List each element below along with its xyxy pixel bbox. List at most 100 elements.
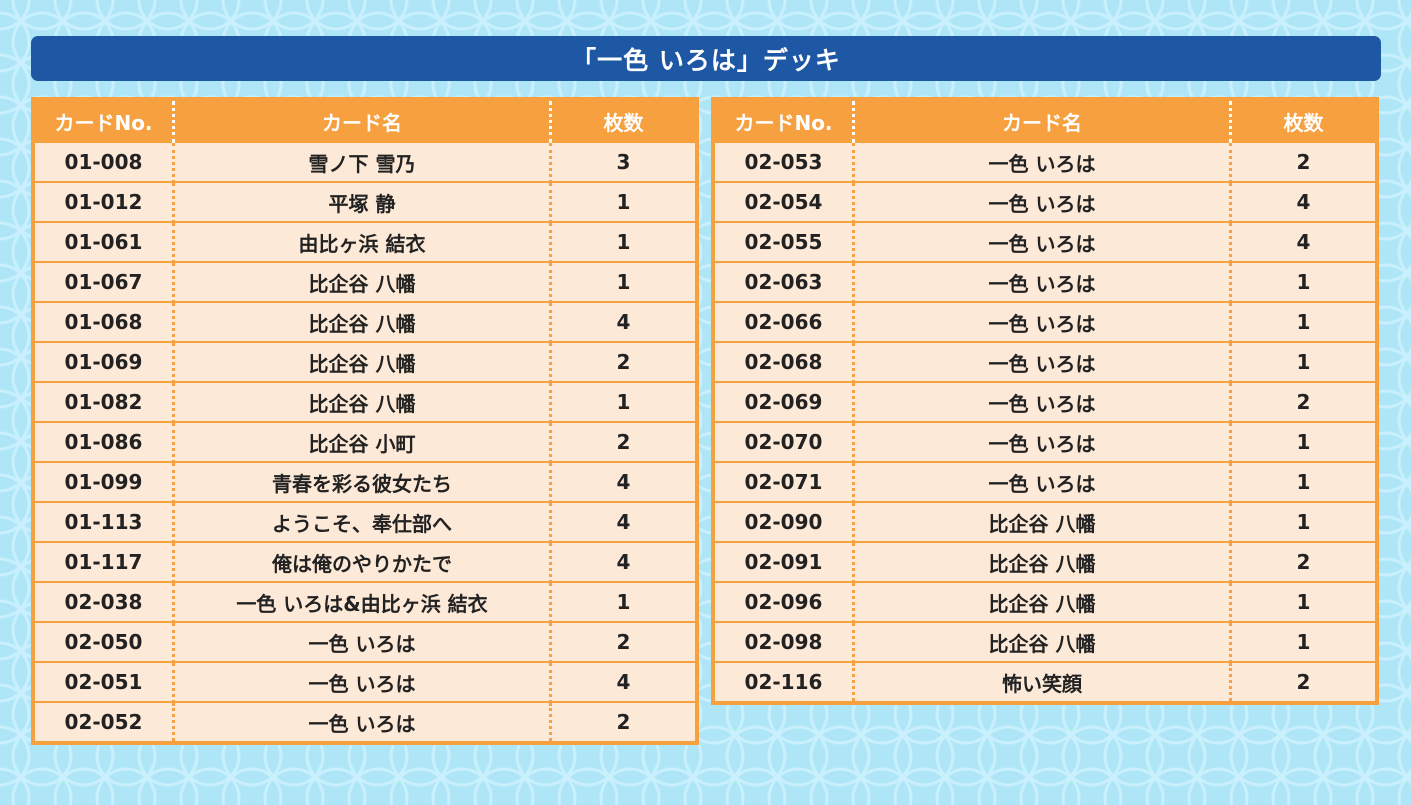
card-no-cell: 02-066 <box>713 301 855 342</box>
header-count: 枚数 <box>1229 99 1377 142</box>
card-name-cell: 一色 いろは <box>853 141 1231 182</box>
card-count-cell: 1 <box>1229 621 1377 662</box>
card-name-cell: 一色 いろは <box>853 181 1231 222</box>
table-row: 02-069 一色 いろは 2 <box>713 381 1377 422</box>
table-header-row: カードNo. カード名 枚数 <box>33 99 697 142</box>
card-count-cell: 2 <box>549 341 697 382</box>
table-row: 02-071 一色 いろは 1 <box>713 461 1377 502</box>
card-name-cell: 比企谷 八幡 <box>853 501 1231 542</box>
card-name-cell: 一色 いろは <box>853 381 1231 422</box>
table-row: 01-099 青春を彩る彼女たち 4 <box>33 461 697 502</box>
card-name-cell: 比企谷 小町 <box>173 421 551 462</box>
card-count-cell: 1 <box>549 581 697 622</box>
card-name-cell: 比企谷 八幡 <box>853 621 1231 662</box>
card-no-cell: 01-012 <box>33 181 175 222</box>
card-no-cell: 02-051 <box>33 661 175 702</box>
table-row: 02-053 一色 いろは 2 <box>713 141 1377 182</box>
card-count-cell: 4 <box>549 661 697 702</box>
table-row: 01-067 比企谷 八幡 1 <box>33 261 697 302</box>
card-count-cell: 2 <box>1229 541 1377 582</box>
table-row: 01-068 比企谷 八幡 4 <box>33 301 697 342</box>
card-no-cell: 01-008 <box>33 141 175 182</box>
card-count-cell: 4 <box>1229 221 1377 262</box>
card-count-cell: 2 <box>549 701 697 743</box>
card-count-cell: 1 <box>1229 341 1377 382</box>
card-count-cell: 1 <box>549 261 697 302</box>
table-row: 02-051 一色 いろは 4 <box>33 661 697 702</box>
table-row: 02-068 一色 いろは 1 <box>713 341 1377 382</box>
card-count-cell: 4 <box>549 541 697 582</box>
table-row: 02-055 一色 いろは 4 <box>713 221 1377 262</box>
card-no-cell: 01-099 <box>33 461 175 502</box>
table-row: 01-086 比企谷 小町 2 <box>33 421 697 462</box>
card-name-cell: ようこそ、奉仕部へ <box>173 501 551 542</box>
table-row: 02-091 比企谷 八幡 2 <box>713 541 1377 582</box>
card-name-cell: 俺は俺のやりかたで <box>173 541 551 582</box>
card-count-cell: 2 <box>549 621 697 662</box>
table-row: 02-050 一色 いろは 2 <box>33 621 697 662</box>
card-count-cell: 2 <box>549 421 697 462</box>
card-count-cell: 4 <box>1229 181 1377 222</box>
card-name-cell: 由比ヶ浜 結衣 <box>173 221 551 262</box>
table-row: 02-098 比企谷 八幡 1 <box>713 621 1377 662</box>
header-card-name: カード名 <box>853 99 1231 142</box>
card-no-cell: 02-052 <box>33 701 175 743</box>
card-name-cell: 比企谷 八幡 <box>173 301 551 342</box>
card-count-cell: 3 <box>549 141 697 182</box>
card-no-cell: 02-050 <box>33 621 175 662</box>
card-count-cell: 1 <box>1229 581 1377 622</box>
card-no-cell: 02-054 <box>713 181 855 222</box>
card-no-cell: 01-117 <box>33 541 175 582</box>
table-row: 01-082 比企谷 八幡 1 <box>33 381 697 422</box>
card-no-cell: 02-069 <box>713 381 855 422</box>
card-no-cell: 02-116 <box>713 661 855 703</box>
table-row: 01-069 比企谷 八幡 2 <box>33 341 697 382</box>
table-row: 02-116 怖い笑顔 2 <box>713 661 1377 703</box>
card-name-cell: 比企谷 八幡 <box>173 261 551 302</box>
header-card-no: カードNo. <box>713 99 855 142</box>
header-card-name: カード名 <box>173 99 551 142</box>
table-header-row: カードNo. カード名 枚数 <box>713 99 1377 142</box>
card-no-cell: 02-068 <box>713 341 855 382</box>
deck-table-right: カードNo. カード名 枚数 02-053 一色 いろは 2 02-054 一色 いろは… <box>711 97 1379 705</box>
card-count-cell: 1 <box>1229 421 1377 462</box>
card-no-cell: 01-067 <box>33 261 175 302</box>
card-count-cell: 2 <box>1229 141 1377 182</box>
card-no-cell: 01-113 <box>33 501 175 542</box>
card-name-cell: 比企谷 八幡 <box>853 541 1231 582</box>
card-name-cell: 比企谷 八幡 <box>173 341 551 382</box>
card-name-cell: 平塚 静 <box>173 181 551 222</box>
card-count-cell: 4 <box>549 461 697 502</box>
table-row: 02-096 比企谷 八幡 1 <box>713 581 1377 622</box>
card-name-cell: 青春を彩る彼女たち <box>173 461 551 502</box>
table-row: 01-008 雪ノ下 雪乃 3 <box>33 141 697 182</box>
card-no-cell: 01-069 <box>33 341 175 382</box>
deck-title: 「一色 いろは」デッキ <box>31 36 1381 81</box>
left-table-body: 01-008 雪ノ下 雪乃 3 01-012 平塚 静 1 01-061 由比ヶ浜 結衣 1 01… <box>33 141 697 743</box>
card-no-cell: 02-055 <box>713 221 855 262</box>
card-name-cell: 一色 いろは <box>853 301 1231 342</box>
card-no-cell: 02-090 <box>713 501 855 542</box>
card-count-cell: 1 <box>549 381 697 422</box>
card-count-cell: 1 <box>549 221 697 262</box>
card-no-cell: 01-086 <box>33 421 175 462</box>
table-row: 02-070 一色 いろは 1 <box>713 421 1377 462</box>
card-no-cell: 01-068 <box>33 301 175 342</box>
header-count: 枚数 <box>549 99 697 142</box>
card-no-cell: 02-091 <box>713 541 855 582</box>
card-name-cell: 一色 いろは <box>853 221 1231 262</box>
table-row: 02-066 一色 いろは 1 <box>713 301 1377 342</box>
table-row: 01-113 ようこそ、奉仕部へ 4 <box>33 501 697 542</box>
card-count-cell: 4 <box>549 301 697 342</box>
card-count-cell: 2 <box>1229 381 1377 422</box>
card-count-cell: 4 <box>549 501 697 542</box>
header-card-no: カードNo. <box>33 99 175 142</box>
card-name-cell: 比企谷 八幡 <box>853 581 1231 622</box>
card-name-cell: 一色 いろは <box>173 621 551 662</box>
table-row: 01-061 由比ヶ浜 結衣 1 <box>33 221 697 262</box>
table-row: 02-038 一色 いろは&由比ヶ浜 結衣 1 <box>33 581 697 622</box>
card-count-cell: 1 <box>549 181 697 222</box>
card-no-cell: 02-053 <box>713 141 855 182</box>
